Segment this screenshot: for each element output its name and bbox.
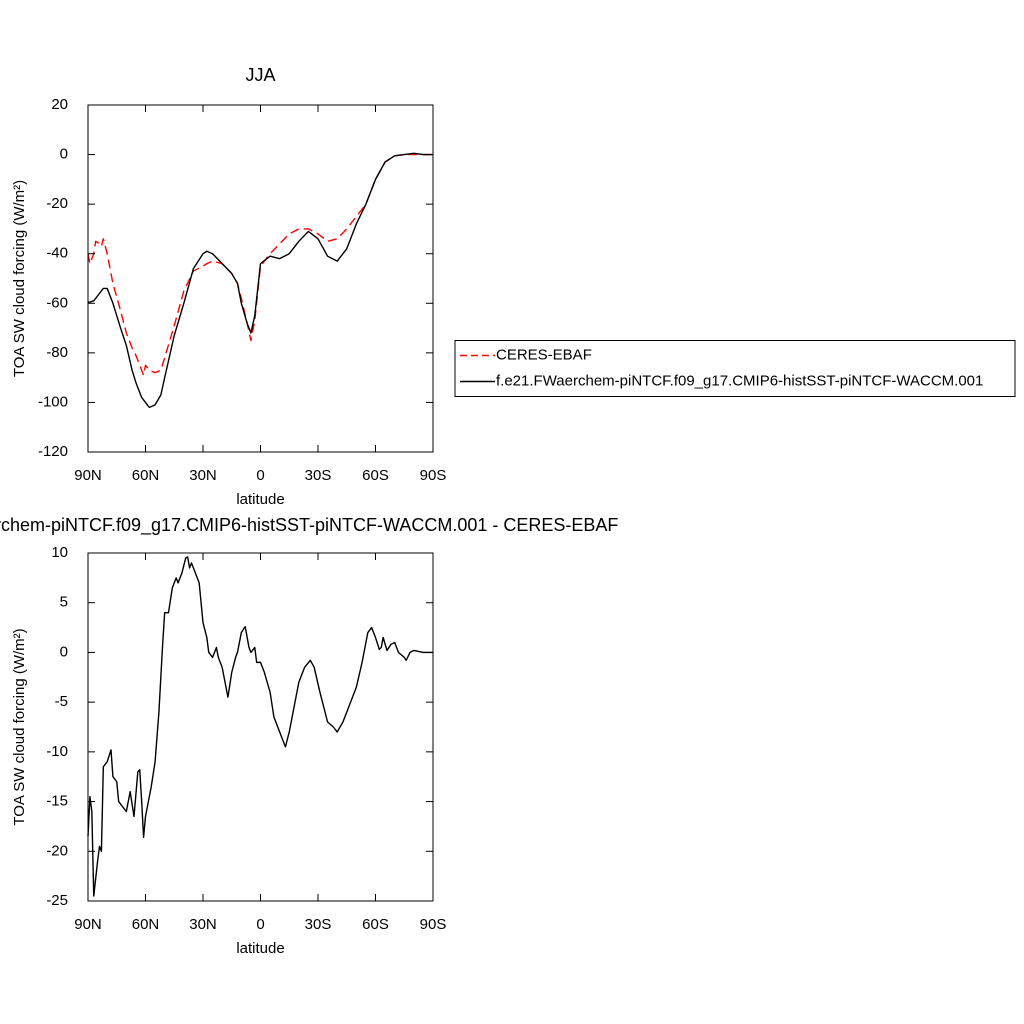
x-tick-label: 30S (305, 916, 332, 933)
data-line (87, 556, 433, 897)
y-tick-label: -25 (46, 892, 68, 909)
y-tick-label: -15 (46, 793, 68, 810)
legend: CERES-EBAF f.e21.FWaerchem-piNTCF.f09_g17… (454, 340, 1016, 397)
y-tick-label: -100 (38, 393, 68, 410)
y-axis-label: TOA SW cloud forcing (W/m²) (11, 628, 28, 825)
x-tick-label: 0 (256, 916, 264, 933)
plot-frame (87, 104, 434, 453)
x-tick-label: 0 (256, 467, 264, 484)
plot-frame (87, 552, 434, 902)
y-tick-label: 20 (51, 96, 68, 113)
y-axis-label: TOA SW cloud forcing (W/m²) (11, 180, 28, 377)
legend-label: f.e21.FWaerchem-piNTCF.f09_g17.CMIP6-his… (496, 372, 983, 389)
y-tick-label: -10 (46, 743, 68, 760)
y-tick-label: 10 (51, 544, 68, 561)
x-tick-label: 30S (305, 467, 332, 484)
data-line (87, 153, 433, 376)
x-tick-label: 90N (74, 467, 102, 484)
chart-title: f.e21.FWaerchem-piNTCF.f09_g17.CMIP6-his… (0, 515, 618, 536)
y-tick-label: -20 (46, 842, 68, 859)
y-tick-label: -40 (46, 245, 68, 262)
x-tick-label: 60N (132, 467, 160, 484)
y-tick-label: 0 (60, 643, 68, 660)
legend-label: CERES-EBAF (496, 346, 592, 363)
x-tick-label: 90S (420, 916, 447, 933)
y-tick-label: 5 (60, 594, 68, 611)
x-tick-label: 60S (362, 467, 389, 484)
y-tick-label: 0 (60, 146, 68, 163)
x-tick-label: 60N (132, 916, 160, 933)
x-axis-label: latitude (236, 491, 284, 508)
y-tick-label: -5 (55, 693, 68, 710)
x-axis-label: latitude (236, 940, 284, 957)
legend-box (454, 340, 1016, 397)
data-line (88, 152, 433, 409)
y-tick-label: -120 (38, 443, 68, 460)
x-tick-label: 90S (420, 467, 447, 484)
y-tick-label: -20 (46, 195, 68, 212)
x-tick-label: 90N (74, 916, 102, 933)
chart-title: JJA (245, 65, 275, 85)
y-tick-label: -60 (46, 294, 68, 311)
x-tick-label: 60S (362, 916, 389, 933)
x-tick-label: 30N (189, 467, 217, 484)
x-tick-label: 30N (189, 916, 217, 933)
y-tick-label: -80 (46, 344, 68, 361)
